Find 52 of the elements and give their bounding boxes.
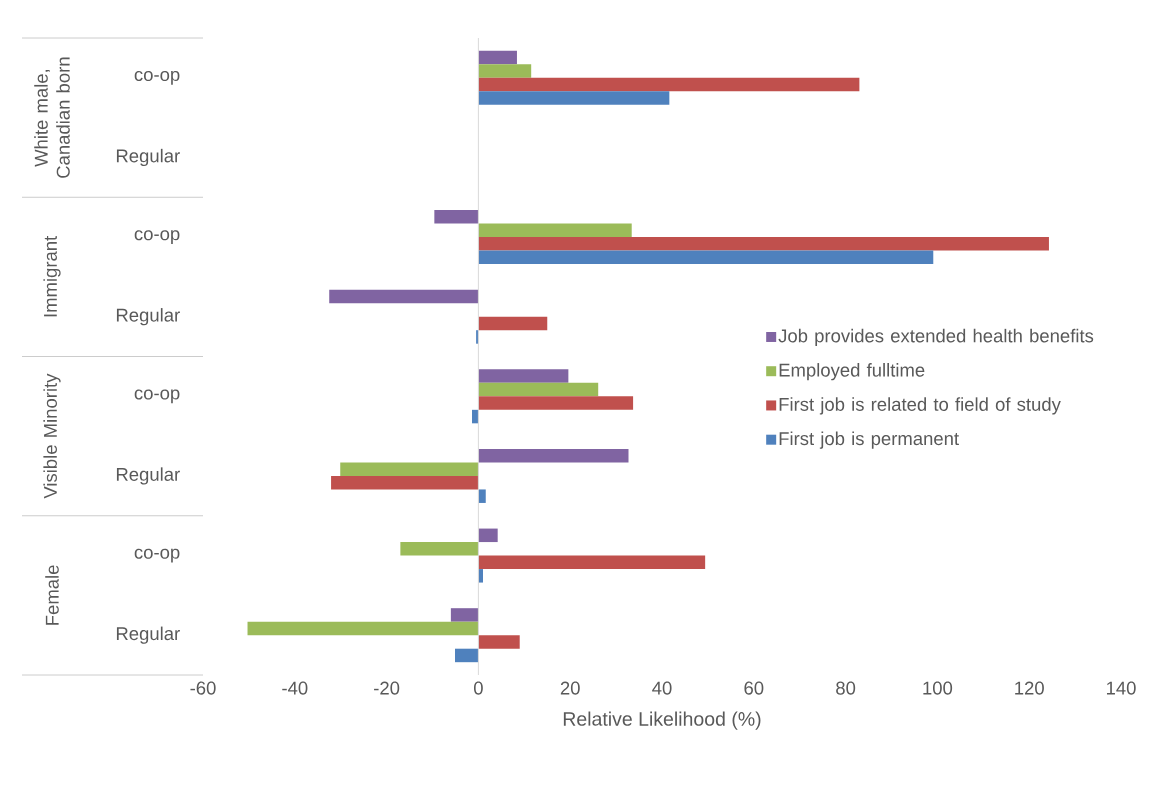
x-tick-label: -40 [282, 681, 308, 695]
x-tick-label: -20 [374, 681, 400, 695]
legend-label: First job is related to field of study [779, 397, 1061, 415]
x-axis-title: Relative Likelihood (%) [563, 711, 761, 730]
bar [331, 475, 479, 490]
bar [478, 237, 1049, 251]
legend-label: First job is permanent [779, 431, 959, 449]
bar [478, 635, 520, 649]
bar [454, 648, 479, 663]
y-tick-label: Regular [116, 467, 180, 485]
bar [340, 462, 479, 476]
bar [400, 542, 479, 556]
x-tick-label: 0 [473, 681, 483, 695]
bar [478, 316, 548, 331]
y-tick-label: Regular [116, 148, 180, 167]
bar [478, 382, 599, 397]
bar [478, 528, 498, 543]
legend-label: Job provides extended health benefits [778, 328, 1094, 347]
x-tick-label: 140 [1106, 681, 1136, 695]
bar [329, 289, 479, 304]
text: Female [45, 565, 59, 625]
y-tick-label: co-op [134, 389, 180, 404]
x-tick-label: -60 [190, 681, 216, 695]
bar [478, 555, 706, 570]
text: Immigrant [43, 235, 61, 317]
bar [478, 250, 934, 265]
x-tick-label: 20 [560, 681, 580, 695]
x-tick-label: 80 [836, 681, 856, 695]
y-tick-label: Regular [116, 626, 180, 644]
text: Visible Minority [43, 373, 61, 499]
y-tick-label: co-op [134, 70, 180, 85]
bar [450, 608, 479, 622]
text: White male, Canadian born [34, 57, 70, 178]
legend-label: Employed fulltime [779, 363, 925, 381]
bar [478, 77, 860, 92]
x-tick-label: 40 [652, 681, 672, 695]
y-tick-label: co-op [134, 548, 180, 563]
x-tick-label: 100 [923, 681, 953, 695]
bar [471, 409, 479, 424]
bar [478, 396, 634, 410]
bar [247, 621, 479, 636]
bar [478, 223, 632, 238]
x-tick-label: 120 [1015, 681, 1044, 695]
bar [434, 210, 479, 224]
y-tick-label: Regular [116, 308, 180, 326]
x-tick-label: 60 [744, 681, 764, 695]
bar [478, 64, 532, 78]
y-tick-label: co-op [134, 230, 180, 244]
bar [478, 91, 670, 105]
bar [478, 369, 569, 383]
bar [478, 50, 517, 65]
bar [478, 448, 629, 463]
